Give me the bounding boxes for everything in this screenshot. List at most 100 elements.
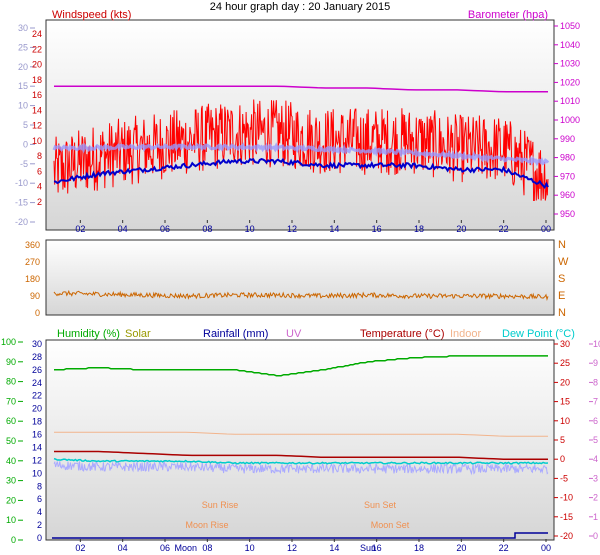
humidity-series — [54, 355, 548, 377]
y-tick-label: 100 — [1, 337, 16, 347]
moon-set-annotation: Moon Set — [371, 520, 410, 530]
y-tick-label: 22 — [32, 44, 42, 54]
y-tick-label: 4 — [37, 507, 42, 517]
windspeed-label: Windspeed (kts) — [52, 9, 131, 21]
y-tick-label: 4 — [593, 454, 598, 464]
x-tick-label: 12 — [287, 543, 297, 553]
y-tick-label: -5 — [20, 159, 28, 169]
x-tick-label: 06 — [160, 543, 170, 553]
moon-rise-annotation: Moon Rise — [185, 520, 228, 530]
y-tick-label: 12 — [32, 455, 42, 465]
y-tick-label: 10 — [32, 468, 42, 478]
y-tick-label: 22 — [32, 391, 42, 401]
y-tick-label: 25 — [18, 42, 28, 52]
x-tick-label: 00 — [541, 224, 551, 234]
y-tick-label: 10 — [18, 101, 28, 111]
x-tick-label: 08 — [202, 543, 212, 553]
y-tick-label: 7 — [593, 397, 598, 407]
panel2-frame — [45, 239, 555, 316]
y-tick-label: 980 — [560, 153, 575, 163]
y-tick-label: -10 — [560, 493, 573, 503]
dewpoint-series — [53, 457, 549, 465]
y-tick-label: -20 — [560, 531, 573, 541]
y-tick-label: 1040 — [560, 40, 580, 50]
y-tick-label: 90 — [30, 291, 40, 301]
y-tick-label: 18 — [32, 75, 42, 85]
sun-rise-annotation: Sun Rise — [202, 500, 239, 510]
panel3-frame — [45, 339, 555, 541]
y-tick-label: -10 — [15, 178, 28, 188]
y-tick-label: E — [558, 290, 565, 302]
x-tick-label: 02 — [75, 543, 85, 553]
y-tick-label: 1000 — [560, 115, 580, 125]
y-tick-label: 1 — [593, 512, 598, 522]
y-tick-label: 2 — [37, 520, 42, 530]
y-tick-label: 960 — [560, 190, 575, 200]
y-tick-label: 5 — [560, 435, 565, 445]
barometer-label: Barometer (hpa) — [468, 9, 548, 21]
y-tick-label: 14 — [32, 442, 42, 452]
uv-ticks: 109876543210 — [589, 339, 600, 541]
y-tick-label: 50 — [6, 436, 16, 446]
uv-legend: UV — [286, 328, 302, 340]
y-tick-label: 0 — [23, 139, 28, 149]
rainfall-series — [52, 532, 548, 539]
y-tick-label: 30 — [6, 476, 16, 486]
y-tick-label: 20 — [32, 60, 42, 70]
solar-noise-series — [53, 460, 549, 476]
y-tick-label: 5 — [23, 120, 28, 130]
temperature-ticks: 30 25 20 15 10 5 0 -5 -10 -15 -20 — [554, 339, 573, 541]
y-tick-label: 20 — [6, 495, 16, 505]
y-tick-label: 6 — [37, 166, 42, 176]
y-tick-label: 16 — [32, 430, 42, 440]
y-tick-label: 0 — [35, 308, 40, 318]
y-tick-label: 10 — [32, 136, 42, 146]
y-tick-label: 6 — [593, 416, 598, 426]
y-tick-label: 990 — [560, 134, 575, 144]
y-tick-label: 25 — [560, 358, 570, 368]
temperature-legend: Temperature (°C) — [360, 328, 444, 340]
x-tick-label: 14 — [329, 224, 339, 234]
y-tick-label: 16 — [32, 90, 42, 100]
y-tick-label: 24 — [32, 29, 42, 39]
barometer-ticks: 1050 1040 1030 1020 1010 1000 990 980 970 960 950 — [554, 21, 580, 219]
y-tick-label: 0 — [560, 454, 565, 464]
y-tick-label: -5 — [560, 473, 568, 483]
y-tick-label: 180 — [25, 274, 40, 284]
barometer-series — [54, 85, 548, 93]
y-tick-label: 60 — [6, 416, 16, 426]
x-tick-label: 04 — [118, 543, 128, 553]
temperature-series — [54, 450, 548, 460]
y-tick-label: 0 — [593, 531, 598, 541]
x-tick-label: 16 — [372, 543, 382, 553]
y-tick-label: 30 — [32, 339, 42, 349]
x-tick-label: 10 — [245, 224, 255, 234]
y-tick-label: 9 — [593, 358, 598, 368]
y-tick-label: 6 — [37, 494, 42, 504]
humidity-legend: Humidity (%) — [57, 328, 120, 340]
panel3-x-ticks: 02 04 06 08 10 12 14 16 18 20 22 00 — [75, 539, 551, 553]
barometer-band-series — [52, 141, 550, 167]
solar-legend: Solar — [125, 328, 151, 340]
x-tick-label: 20 — [456, 224, 466, 234]
y-tick-label: 360 — [25, 240, 40, 250]
y-tick-label: 15 — [560, 397, 570, 407]
y-tick-label: 20 — [32, 404, 42, 414]
y-tick-label: -15 — [15, 198, 28, 208]
y-tick-label: 10 — [560, 416, 570, 426]
rainfall-legend: Rainfall (mm) — [203, 328, 268, 340]
y-tick-label: W — [558, 256, 569, 268]
indoor-series — [54, 431, 548, 437]
y-tick-label: 0 — [11, 535, 16, 545]
wind-inner-ticks: 24 22 20 18 16 14 12 10 8 6 4 2 — [32, 29, 42, 207]
y-tick-label: 1050 — [560, 21, 580, 31]
y-tick-label: -20 — [15, 217, 28, 227]
y-tick-label: 3 — [593, 473, 598, 483]
y-tick-label: 8 — [37, 481, 42, 491]
y-tick-label: -15 — [560, 512, 573, 522]
y-tick-label: 15 — [18, 81, 28, 91]
y-tick-label: 90 — [6, 357, 16, 367]
y-tick-label: 2 — [37, 197, 42, 207]
